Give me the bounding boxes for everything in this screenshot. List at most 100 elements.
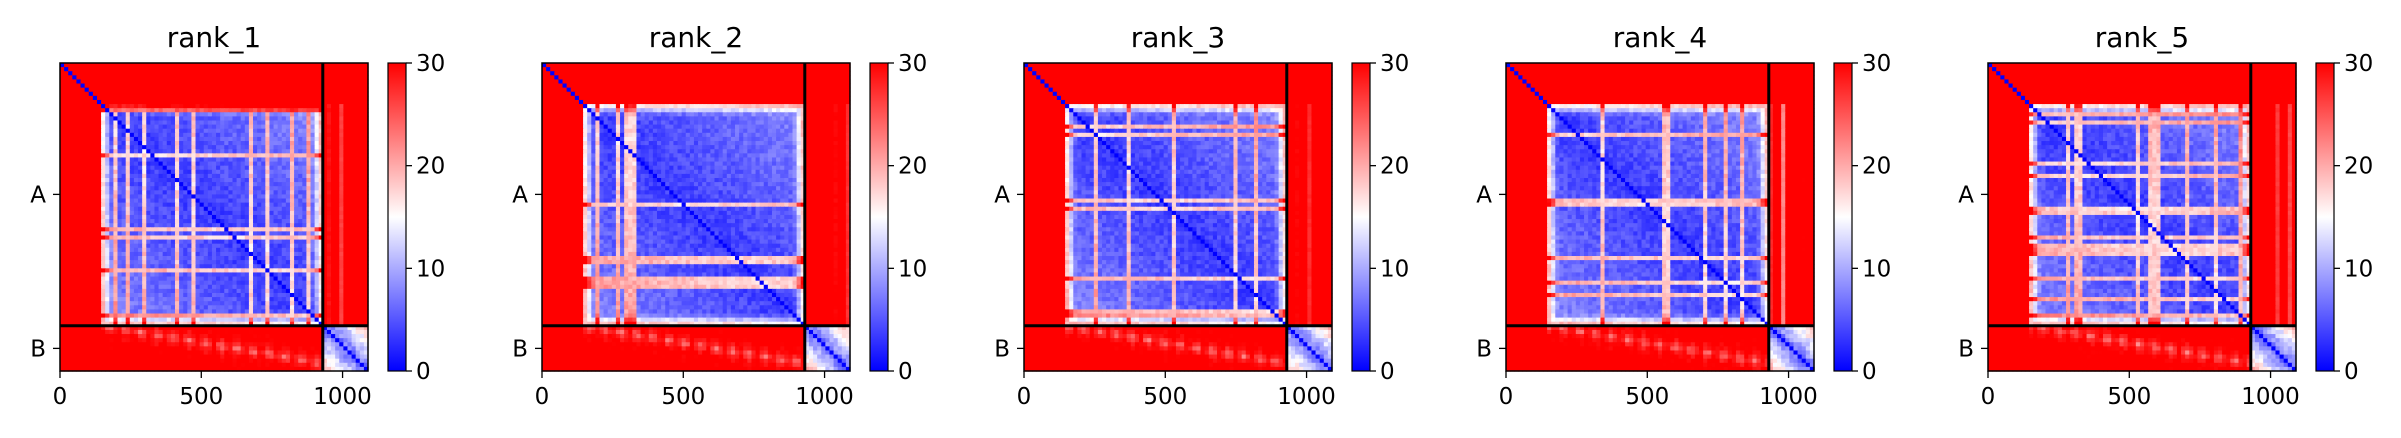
- heatmap-cell: [220, 256, 225, 261]
- heatmap-cell: [183, 264, 188, 269]
- heatmap-cell: [89, 104, 94, 109]
- heatmap-cell: [146, 104, 151, 109]
- heatmap-cell: [245, 240, 250, 245]
- heatmap-cell: [175, 203, 180, 208]
- heatmap-cell: [311, 330, 316, 335]
- heatmap-cell: [228, 67, 233, 72]
- heatmap-cell: [360, 157, 365, 162]
- heatmap-cell: [126, 215, 131, 220]
- heatmap-cell: [72, 330, 77, 335]
- heatmap-cell: [290, 79, 295, 84]
- heatmap-cell: [228, 305, 233, 310]
- heatmap-cell: [339, 133, 344, 138]
- heatmap-cell: [249, 182, 254, 187]
- heatmap-cell: [130, 170, 135, 175]
- heatmap-cell: [286, 240, 291, 245]
- heatmap-cell: [171, 141, 176, 146]
- heatmap-cell: [93, 256, 98, 261]
- heatmap-cell: [196, 211, 201, 216]
- heatmap-cell: [269, 174, 274, 179]
- heatmap-cell: [81, 256, 86, 261]
- heatmap-cell: [261, 203, 266, 208]
- heatmap-cell: [68, 116, 73, 121]
- heatmap-cell: [89, 116, 94, 121]
- heatmap-cell: [245, 260, 250, 265]
- heatmap-cell: [302, 207, 307, 212]
- heatmap-cell: [187, 215, 192, 220]
- heatmap-cell: [200, 215, 205, 220]
- heatmap-cell: [220, 141, 225, 146]
- heatmap-cell: [183, 285, 188, 290]
- heatmap-cell: [356, 67, 361, 72]
- heatmap-cell: [306, 133, 311, 138]
- heatmap-cell: [113, 272, 118, 277]
- heatmap-cell: [200, 268, 205, 273]
- heatmap-cell: [294, 305, 299, 310]
- heatmap-cell: [196, 289, 201, 294]
- heatmap-cell: [249, 318, 254, 323]
- heatmap-cell: [265, 149, 270, 154]
- heatmap-cell: [331, 314, 336, 319]
- heatmap-cell: [315, 272, 320, 277]
- heatmap-cell: [290, 166, 295, 171]
- heatmap-cell: [187, 166, 192, 171]
- heatmap-cell: [282, 281, 287, 286]
- heatmap-cell: [130, 215, 135, 220]
- heatmap-cell: [208, 129, 213, 134]
- heatmap-cell: [261, 174, 266, 179]
- heatmap-cell: [228, 194, 233, 199]
- heatmap-cell: [339, 203, 344, 208]
- heatmap-cell: [257, 141, 262, 146]
- heatmap-cell: [76, 231, 81, 236]
- heatmap-cell: [72, 162, 77, 167]
- heatmap-cell: [265, 244, 270, 249]
- heatmap-cell: [167, 293, 172, 298]
- heatmap-cell: [113, 252, 118, 257]
- heatmap-cell: [204, 79, 209, 84]
- heatmap-cell: [212, 129, 217, 134]
- heatmap-cell: [265, 186, 270, 191]
- heatmap-cell: [261, 120, 266, 125]
- heatmap-cell: [290, 120, 295, 125]
- heatmap-cell: [208, 166, 213, 171]
- heatmap-cell: [302, 182, 307, 187]
- heatmap-cell: [232, 129, 237, 134]
- heatmap-cell: [245, 129, 250, 134]
- heatmap-cell: [64, 153, 69, 158]
- heatmap-cell: [306, 190, 311, 195]
- heatmap-cell: [356, 264, 361, 269]
- heatmap-cell: [134, 129, 139, 134]
- heatmap-cell: [241, 297, 246, 302]
- heatmap-cell: [331, 104, 336, 109]
- heatmap-cell: [257, 182, 262, 187]
- heatmap-cell: [89, 231, 94, 236]
- heatmap-cell: [290, 301, 295, 306]
- heatmap-cell: [126, 268, 131, 273]
- heatmap-cell: [85, 186, 90, 191]
- heatmap-cell: [347, 256, 352, 261]
- heatmap-cell: [142, 223, 147, 228]
- heatmap-cell: [64, 235, 69, 240]
- heatmap-cell: [208, 330, 213, 335]
- heatmap-cell: [286, 293, 291, 298]
- heatmap-cell: [134, 157, 139, 162]
- heatmap-cell: [126, 153, 131, 158]
- heatmap-cell: [311, 203, 316, 208]
- heatmap-cell: [220, 215, 225, 220]
- heatmap-cell: [253, 162, 258, 167]
- heatmap-cell: [269, 186, 274, 191]
- heatmap-cell: [298, 314, 303, 319]
- heatmap-cell: [212, 153, 217, 158]
- heatmap-cell: [360, 129, 365, 134]
- heatmap-cell: [204, 256, 209, 261]
- heatmap-cell: [269, 88, 274, 93]
- heatmap-cell: [200, 79, 205, 84]
- heatmap-cell: [130, 157, 135, 162]
- heatmap-cell: [212, 170, 217, 175]
- heatmap-cell: [228, 71, 233, 76]
- heatmap-cell: [261, 137, 266, 142]
- heatmap-cell: [331, 227, 336, 232]
- heatmap-cell: [154, 207, 159, 212]
- heatmap-cell: [261, 227, 266, 232]
- heatmap-cell: [352, 84, 357, 89]
